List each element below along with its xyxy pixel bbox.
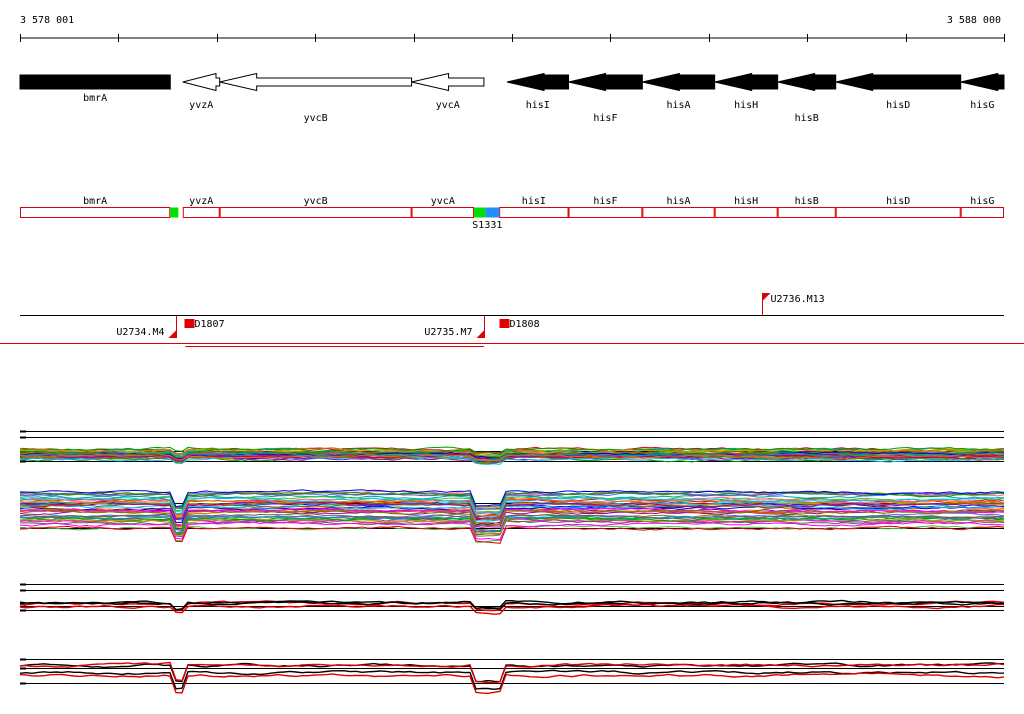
profile-line — [19, 496, 1005, 513]
flag-up-icon — [762, 293, 771, 301]
profile-panel-upper — [19, 430, 1005, 465]
ruler-start-label: 3 578 001 — [20, 15, 74, 26]
feature-label: U2735.M7 — [424, 327, 472, 338]
segment-label-hisG: hisG — [970, 196, 994, 207]
segment-label-yvcB: yvcB — [304, 196, 328, 207]
segment-label-yvcA: yvcA — [431, 196, 455, 207]
profile-line — [19, 489, 1005, 508]
profile-line — [19, 509, 1005, 527]
segment-hisD[interactable] — [835, 207, 961, 218]
gene-arrow-hisI[interactable] — [506, 72, 570, 92]
gene-label-hisF: hisF — [593, 113, 617, 124]
segment-caption: S1331 — [472, 220, 502, 231]
feature-box-icon — [184, 319, 195, 328]
profile-line — [19, 455, 1005, 465]
flag-down-icon — [476, 330, 485, 338]
ruler-ticks — [20, 34, 1005, 42]
segment-marker — [485, 207, 500, 218]
gene-label-hisG: hisG — [970, 100, 994, 111]
gene-label-hisD: hisD — [886, 100, 910, 111]
profile-line — [19, 501, 1005, 520]
segment-label-hisA: hisA — [666, 196, 690, 207]
feature-label: U2734.M4 — [116, 327, 164, 338]
gene-arrow-bmrA[interactable] — [19, 74, 171, 90]
profile-line — [19, 453, 1005, 462]
gene-arrow-hisA[interactable] — [642, 72, 716, 92]
profile-line — [19, 525, 1005, 544]
segment-label-bmrA: bmrA — [83, 196, 107, 207]
gene-arrow-hisH[interactable] — [714, 72, 779, 92]
profile-line — [19, 661, 1005, 684]
gene-label-hisB: hisB — [795, 113, 819, 124]
segment-marker — [170, 207, 179, 218]
segment-marker — [474, 207, 486, 218]
gene-label-hisI: hisI — [526, 100, 550, 111]
segment-label-hisD: hisD — [886, 196, 910, 207]
segment-yvzA[interactable] — [182, 207, 220, 218]
gene-arrow-hisF[interactable] — [568, 72, 643, 92]
feature-track: U2734.M4 D1807 U2735.M7 D1808 U2736.M13 — [20, 293, 1004, 347]
gene-label-hisH: hisH — [734, 100, 758, 111]
gene-label-yvzA: yvzA — [189, 100, 213, 111]
profile-line — [19, 490, 1005, 509]
segment-yvcA[interactable] — [411, 207, 475, 218]
segment-hisI[interactable] — [499, 207, 569, 218]
profile-line — [19, 519, 1005, 538]
profile-line — [19, 600, 1005, 611]
segment-label-hisI: hisI — [522, 196, 546, 207]
gene-label-bmrA: bmrA — [83, 93, 107, 104]
segment-hisA[interactable] — [642, 207, 715, 218]
segment-yvcB[interactable] — [219, 207, 412, 218]
coordinate-ruler: 3 578 001 3 588 000 — [20, 15, 1005, 42]
gene-arrow-yvcB[interactable] — [219, 72, 413, 92]
segment-label-hisH: hisH — [734, 196, 758, 207]
summary-panel-upper — [19, 583, 1005, 615]
profile-line — [19, 508, 1005, 528]
profile-line — [19, 497, 1005, 515]
profile-line — [19, 513, 1005, 533]
profile-line — [19, 446, 1005, 454]
profile-panel-lower — [19, 489, 1005, 544]
gene-arrow-yvcA[interactable] — [411, 72, 485, 92]
segment-track: bmrA yvzA yvcB yvcA hisI hisF hisA hisH hisB hisD… — [20, 196, 1004, 231]
gene-label-yvcB: yvcB — [304, 113, 328, 124]
feature-label: D1808 — [510, 319, 540, 330]
segment-hisG[interactable] — [960, 207, 1004, 218]
gene-arrow-hisB[interactable] — [777, 72, 837, 92]
gene-arrow-hisD[interactable] — [835, 72, 962, 92]
segment-hisH[interactable] — [714, 207, 778, 218]
profile-line — [19, 505, 1005, 526]
profile-line — [19, 669, 1005, 691]
gene-arrow-hisG[interactable] — [960, 72, 1005, 92]
segment-label-yvzA: yvzA — [189, 196, 213, 207]
flag-down-icon — [168, 330, 177, 338]
profile-line — [19, 672, 1005, 695]
segment-label-hisF: hisF — [593, 196, 617, 207]
gene-label-hisA: hisA — [666, 100, 690, 111]
profile-line — [19, 521, 1005, 541]
gene-label-yvcA: yvcA — [436, 100, 460, 111]
gene-arrow-yvzA[interactable] — [182, 72, 221, 92]
segment-bmrA[interactable] — [20, 207, 171, 218]
summary-panel-lower — [19, 658, 1005, 695]
feature-label: D1807 — [195, 319, 225, 330]
segment-label-hisB: hisB — [795, 196, 819, 207]
ruler-end-label: 3 588 000 — [947, 15, 1001, 26]
segment-hisB[interactable] — [777, 207, 836, 218]
gene-track: bmrA yvzA yvcB yvcA hisI hisF hisA hisH hisB hisD… — [19, 72, 1005, 124]
profile-line — [19, 451, 1005, 462]
profile-line — [19, 514, 1005, 534]
feature-label: U2736.M13 — [771, 294, 825, 305]
segment-hisF[interactable] — [568, 207, 643, 218]
profile-line — [19, 603, 1004, 615]
feature-box-icon — [499, 319, 510, 328]
expression-profiles — [19, 430, 1005, 695]
